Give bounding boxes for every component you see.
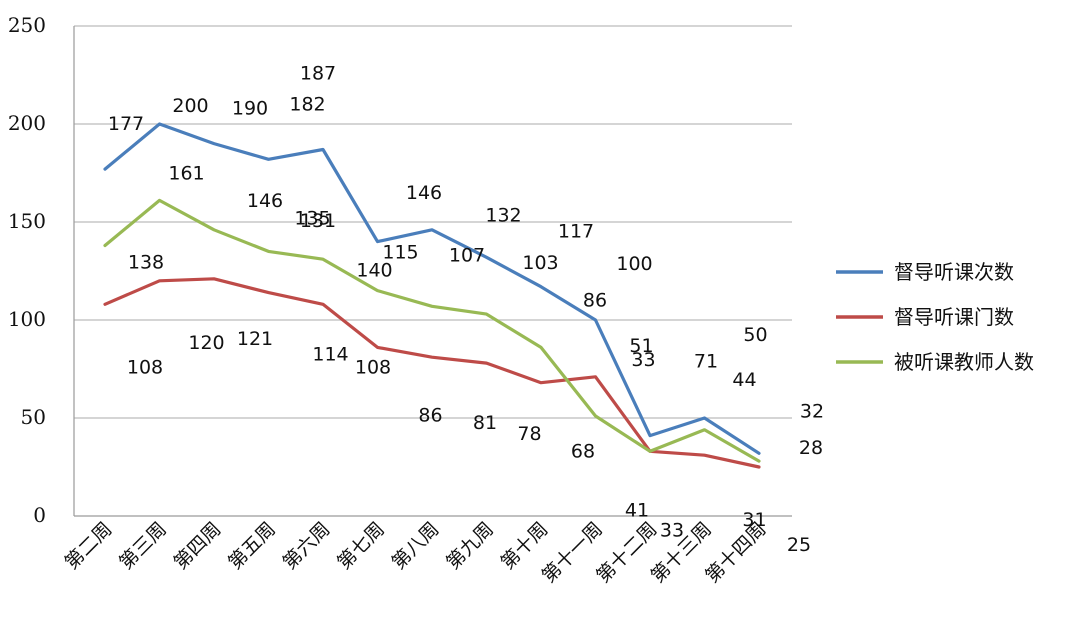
data-label: 121	[237, 328, 273, 350]
data-label: 31	[742, 509, 766, 531]
data-label: 68	[571, 441, 595, 463]
data-label: 114	[312, 344, 348, 366]
data-label: 161	[168, 162, 204, 184]
series-line-1	[103, 122, 761, 455]
data-label: 120	[188, 332, 224, 354]
x-tick-label: 第五周	[224, 518, 280, 574]
data-label: 177	[108, 113, 144, 135]
x-tick-label: 第二周	[61, 518, 117, 574]
y-tick-label: 200	[8, 111, 46, 135]
data-label: 115	[382, 242, 418, 264]
data-label: 32	[800, 400, 824, 422]
y-tick-label: 100	[8, 307, 46, 331]
data-label: 103	[522, 252, 558, 274]
data-label: 132	[485, 204, 521, 226]
data-label: 33	[631, 349, 655, 371]
data-label: 200	[172, 95, 208, 117]
data-label: 50	[743, 324, 767, 346]
data-label: 86	[583, 289, 607, 311]
data-label: 71	[694, 351, 718, 373]
gridlines	[74, 25, 792, 419]
data-label: 138	[128, 252, 164, 274]
data-label: 86	[418, 404, 442, 426]
data-label: 108	[127, 356, 163, 378]
legend-label-3: 被听课教师人数	[894, 350, 1034, 374]
y-tick-label: 50	[21, 405, 46, 429]
series-line-3	[103, 198, 761, 463]
data-label: 81	[473, 412, 497, 434]
x-tick-label: 第九周	[442, 518, 498, 574]
x-tick-label: 第七周	[333, 518, 389, 574]
data-label: 182	[289, 93, 325, 115]
legend-label-1: 督导听课次数	[894, 260, 1014, 284]
data-label: 33	[660, 519, 684, 541]
data-label: 51	[629, 335, 653, 357]
data-label: 135	[294, 207, 330, 229]
data-label: 187	[300, 62, 336, 84]
y-axis: 0 50 100 150 200 250	[8, 13, 75, 527]
data-label: 78	[517, 423, 541, 445]
data-label: 41	[625, 499, 649, 521]
x-tick-label: 第三周	[115, 518, 171, 574]
series-lines	[103, 122, 761, 469]
data-label: 28	[799, 437, 823, 459]
data-label: 44	[732, 369, 756, 391]
data-label: 190	[232, 98, 268, 120]
x-tick-label: 第八周	[388, 518, 444, 574]
data-label: 131	[300, 210, 336, 232]
y-tick-label: 250	[8, 13, 46, 37]
x-tick-label: 第四周	[170, 518, 226, 574]
data-label: 146	[406, 182, 442, 204]
data-label: 146	[247, 190, 283, 212]
data-label: 108	[355, 356, 391, 378]
data-label: 25	[787, 534, 811, 556]
legend-label-2: 督导听课门数	[894, 305, 1014, 329]
data-label: 140	[356, 260, 392, 282]
x-tick-label: 第六周	[279, 518, 335, 574]
y-tick-label: 150	[8, 209, 46, 233]
data-label: 100	[616, 253, 652, 275]
data-labels: 177 200 190 182 187 140 146 132 117 100 71 50 32 108 1…	[108, 62, 824, 556]
data-label: 117	[558, 221, 594, 243]
data-label: 107	[449, 244, 485, 266]
y-tick-label: 0	[33, 503, 46, 527]
